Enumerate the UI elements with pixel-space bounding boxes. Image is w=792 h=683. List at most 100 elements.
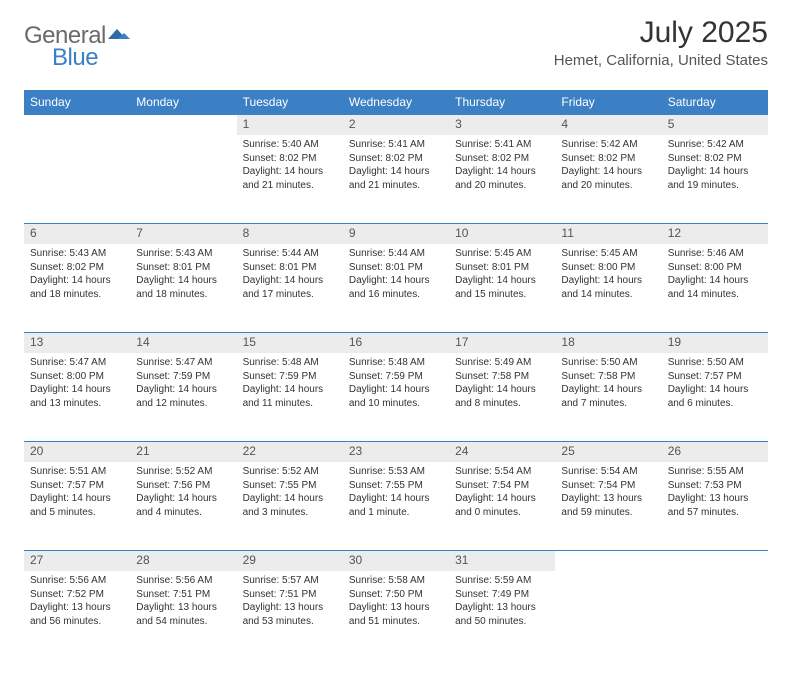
day-cell: Sunrise: 5:55 AMSunset: 7:53 PMDaylight:… (662, 462, 768, 551)
day-number: 16 (343, 333, 449, 353)
day-cell (24, 135, 130, 224)
day-cell-body: Sunrise: 5:45 AMSunset: 8:00 PMDaylight:… (555, 244, 661, 307)
sunrise-line: Sunrise: 5:52 AM (243, 465, 337, 479)
day-number: 2 (343, 115, 449, 135)
weekday-header-row: SundayMondayTuesdayWednesdayThursdayFrid… (24, 90, 768, 115)
daylight-line: Daylight: 14 hours and 14 minutes. (668, 274, 762, 301)
day-cell: Sunrise: 5:48 AMSunset: 7:59 PMDaylight:… (343, 353, 449, 442)
day-cell: Sunrise: 5:59 AMSunset: 7:49 PMDaylight:… (449, 571, 555, 659)
sunset-line: Sunset: 8:00 PM (668, 261, 762, 275)
sunrise-line: Sunrise: 5:46 AM (668, 247, 762, 261)
sunset-line: Sunset: 7:55 PM (243, 479, 337, 493)
sunset-line: Sunset: 8:01 PM (455, 261, 549, 275)
sunset-line: Sunset: 8:01 PM (349, 261, 443, 275)
sunset-line: Sunset: 7:57 PM (668, 370, 762, 384)
day-cell-body: Sunrise: 5:51 AMSunset: 7:57 PMDaylight:… (24, 462, 130, 525)
day-number: 24 (449, 442, 555, 462)
daylight-line: Daylight: 14 hours and 3 minutes. (243, 492, 337, 519)
day-cell: Sunrise: 5:41 AMSunset: 8:02 PMDaylight:… (343, 135, 449, 224)
day-cell-body: Sunrise: 5:50 AMSunset: 7:57 PMDaylight:… (662, 353, 768, 416)
day-cell: Sunrise: 5:51 AMSunset: 7:57 PMDaylight:… (24, 462, 130, 551)
day-cell-body: Sunrise: 5:42 AMSunset: 8:02 PMDaylight:… (662, 135, 768, 198)
sunrise-line: Sunrise: 5:42 AM (668, 138, 762, 152)
day-cell (662, 571, 768, 659)
calendar-table: SundayMondayTuesdayWednesdayThursdayFrid… (24, 90, 768, 659)
day-cell: Sunrise: 5:47 AMSunset: 7:59 PMDaylight:… (130, 353, 236, 442)
daynum-row: 13141516171819 (24, 333, 768, 354)
sunset-line: Sunset: 8:00 PM (561, 261, 655, 275)
day-cell: Sunrise: 5:44 AMSunset: 8:01 PMDaylight:… (237, 244, 343, 333)
daylight-line: Daylight: 13 hours and 51 minutes. (349, 601, 443, 628)
brand-arrow-icon (108, 20, 130, 48)
day-cell-body: Sunrise: 5:44 AMSunset: 8:01 PMDaylight:… (237, 244, 343, 307)
day-cell: Sunrise: 5:57 AMSunset: 7:51 PMDaylight:… (237, 571, 343, 659)
day-cell: Sunrise: 5:46 AMSunset: 8:00 PMDaylight:… (662, 244, 768, 333)
day-cell: Sunrise: 5:44 AMSunset: 8:01 PMDaylight:… (343, 244, 449, 333)
daylight-line: Daylight: 14 hours and 12 minutes. (136, 383, 230, 410)
day-cell-body: Sunrise: 5:58 AMSunset: 7:50 PMDaylight:… (343, 571, 449, 634)
day-cell-body: Sunrise: 5:47 AMSunset: 8:00 PMDaylight:… (24, 353, 130, 416)
sunrise-line: Sunrise: 5:54 AM (455, 465, 549, 479)
daylight-line: Daylight: 14 hours and 8 minutes. (455, 383, 549, 410)
day-number: 30 (343, 551, 449, 571)
sunset-line: Sunset: 7:49 PM (455, 588, 549, 602)
title-month: July 2025 (554, 16, 768, 50)
day-number: 25 (555, 442, 661, 462)
sunset-line: Sunset: 8:02 PM (668, 152, 762, 166)
day-number: 26 (662, 442, 768, 462)
day-cell: Sunrise: 5:41 AMSunset: 8:02 PMDaylight:… (449, 135, 555, 224)
daylight-line: Daylight: 14 hours and 18 minutes. (30, 274, 124, 301)
sunrise-line: Sunrise: 5:58 AM (349, 574, 443, 588)
daylight-line: Daylight: 13 hours and 50 minutes. (455, 601, 549, 628)
day-cell-body: Sunrise: 5:42 AMSunset: 8:02 PMDaylight:… (555, 135, 661, 198)
day-cell: Sunrise: 5:43 AMSunset: 8:01 PMDaylight:… (130, 244, 236, 333)
sunrise-line: Sunrise: 5:48 AM (349, 356, 443, 370)
day-cell: Sunrise: 5:47 AMSunset: 8:00 PMDaylight:… (24, 353, 130, 442)
day-number: 13 (24, 333, 130, 353)
week-row: Sunrise: 5:47 AMSunset: 8:00 PMDaylight:… (24, 353, 768, 442)
day-cell: Sunrise: 5:54 AMSunset: 7:54 PMDaylight:… (449, 462, 555, 551)
day-cell-body: Sunrise: 5:47 AMSunset: 7:59 PMDaylight:… (130, 353, 236, 416)
day-number: 19 (662, 333, 768, 353)
day-number: 20 (24, 442, 130, 462)
title-location: Hemet, California, United States (554, 52, 768, 69)
daylight-line: Daylight: 13 hours and 56 minutes. (30, 601, 124, 628)
sunset-line: Sunset: 7:54 PM (561, 479, 655, 493)
sunrise-line: Sunrise: 5:42 AM (561, 138, 655, 152)
daylight-line: Daylight: 14 hours and 20 minutes. (561, 165, 655, 192)
day-cell: Sunrise: 5:43 AMSunset: 8:02 PMDaylight:… (24, 244, 130, 333)
weekday-header: Monday (130, 90, 236, 115)
day-number: 17 (449, 333, 555, 353)
day-cell-body: Sunrise: 5:49 AMSunset: 7:58 PMDaylight:… (449, 353, 555, 416)
sunset-line: Sunset: 7:59 PM (243, 370, 337, 384)
weekday-header: Friday (555, 90, 661, 115)
day-number: 28 (130, 551, 236, 571)
sunset-line: Sunset: 7:59 PM (349, 370, 443, 384)
daylight-line: Daylight: 14 hours and 14 minutes. (561, 274, 655, 301)
sunrise-line: Sunrise: 5:53 AM (349, 465, 443, 479)
day-cell-body: Sunrise: 5:56 AMSunset: 7:51 PMDaylight:… (130, 571, 236, 634)
day-cell: Sunrise: 5:56 AMSunset: 7:51 PMDaylight:… (130, 571, 236, 659)
weekday-header: Sunday (24, 90, 130, 115)
daylight-line: Daylight: 14 hours and 6 minutes. (668, 383, 762, 410)
day-number: 23 (343, 442, 449, 462)
daylight-line: Daylight: 14 hours and 19 minutes. (668, 165, 762, 192)
day-cell: Sunrise: 5:42 AMSunset: 8:02 PMDaylight:… (662, 135, 768, 224)
day-cell-body: Sunrise: 5:52 AMSunset: 7:56 PMDaylight:… (130, 462, 236, 525)
day-cell: Sunrise: 5:53 AMSunset: 7:55 PMDaylight:… (343, 462, 449, 551)
day-cell: Sunrise: 5:40 AMSunset: 8:02 PMDaylight:… (237, 135, 343, 224)
week-row: Sunrise: 5:40 AMSunset: 8:02 PMDaylight:… (24, 135, 768, 224)
day-cell-body: Sunrise: 5:50 AMSunset: 7:58 PMDaylight:… (555, 353, 661, 416)
daylight-line: Daylight: 14 hours and 20 minutes. (455, 165, 549, 192)
day-cell-body: Sunrise: 5:54 AMSunset: 7:54 PMDaylight:… (449, 462, 555, 525)
sunset-line: Sunset: 7:52 PM (30, 588, 124, 602)
sunrise-line: Sunrise: 5:44 AM (243, 247, 337, 261)
day-number: 14 (130, 333, 236, 353)
day-cell-body: Sunrise: 5:53 AMSunset: 7:55 PMDaylight:… (343, 462, 449, 525)
day-cell-body: Sunrise: 5:54 AMSunset: 7:54 PMDaylight:… (555, 462, 661, 525)
day-number: 31 (449, 551, 555, 571)
sunrise-line: Sunrise: 5:44 AM (349, 247, 443, 261)
sunrise-line: Sunrise: 5:55 AM (668, 465, 762, 479)
sunset-line: Sunset: 8:02 PM (561, 152, 655, 166)
sunset-line: Sunset: 7:54 PM (455, 479, 549, 493)
